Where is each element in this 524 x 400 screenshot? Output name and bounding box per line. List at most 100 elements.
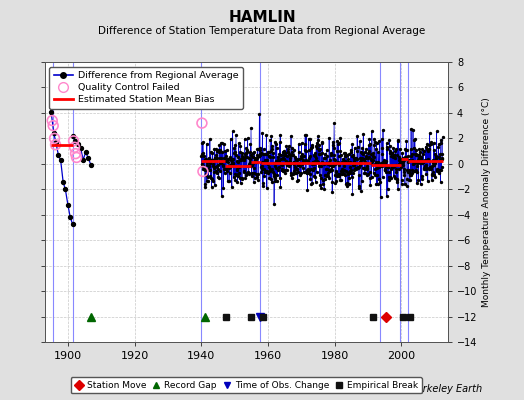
Point xyxy=(216,155,224,161)
Point xyxy=(383,140,391,147)
Point xyxy=(213,147,222,153)
Point xyxy=(413,162,421,169)
Point xyxy=(264,170,272,176)
Point xyxy=(394,137,402,144)
Point xyxy=(259,151,267,157)
Point xyxy=(217,160,225,166)
Point xyxy=(214,162,222,168)
Point xyxy=(425,130,434,136)
Point xyxy=(270,200,278,207)
Point xyxy=(300,169,308,176)
Point xyxy=(429,169,437,176)
Point xyxy=(286,158,294,164)
Point xyxy=(232,132,240,138)
Point xyxy=(251,154,259,161)
Point xyxy=(438,156,446,162)
Point xyxy=(432,157,440,164)
Point xyxy=(226,161,234,168)
Point xyxy=(285,143,293,149)
Point xyxy=(305,167,313,173)
Point xyxy=(228,128,237,134)
Point xyxy=(201,184,209,190)
Point xyxy=(373,172,381,179)
Point xyxy=(361,158,369,165)
Point xyxy=(340,162,348,169)
Point xyxy=(436,157,444,163)
Point xyxy=(354,185,363,192)
Point xyxy=(427,139,435,146)
Point xyxy=(244,169,253,175)
Point xyxy=(204,154,213,161)
Point xyxy=(263,157,271,163)
Point xyxy=(407,153,416,160)
Point xyxy=(392,168,400,175)
Point xyxy=(253,152,261,159)
Point xyxy=(280,151,289,158)
Point xyxy=(372,161,380,167)
Point xyxy=(203,162,211,169)
Point xyxy=(230,160,238,166)
Point xyxy=(211,182,219,188)
Point xyxy=(429,160,437,166)
Point xyxy=(255,153,263,159)
Point xyxy=(294,162,302,168)
Point xyxy=(260,158,268,165)
Point xyxy=(230,150,238,156)
Point xyxy=(225,165,234,171)
Point xyxy=(273,172,281,178)
Point xyxy=(394,138,402,144)
Point xyxy=(364,150,372,156)
Point xyxy=(367,151,375,158)
Point xyxy=(390,152,398,158)
Point xyxy=(346,146,355,153)
Point xyxy=(439,134,447,140)
Point xyxy=(363,165,372,172)
Point xyxy=(201,181,210,188)
Point xyxy=(331,157,340,163)
Point xyxy=(387,153,395,160)
Point xyxy=(397,156,406,162)
Point xyxy=(209,163,217,170)
Point xyxy=(223,178,232,184)
Point xyxy=(401,146,409,153)
Point xyxy=(264,148,272,155)
Point xyxy=(345,160,353,166)
Point xyxy=(319,181,327,188)
Point xyxy=(305,171,314,177)
Point xyxy=(430,162,439,168)
Point xyxy=(355,159,364,166)
Point xyxy=(420,158,428,164)
Point xyxy=(409,145,418,151)
Point xyxy=(422,165,431,171)
Point xyxy=(338,159,346,165)
Point xyxy=(263,185,271,192)
Point xyxy=(261,159,270,165)
Point xyxy=(279,155,287,161)
Point xyxy=(217,140,226,146)
Point xyxy=(249,179,258,185)
Point xyxy=(238,156,247,162)
Point xyxy=(414,152,423,158)
Point xyxy=(431,160,439,166)
Point xyxy=(268,179,276,185)
Point xyxy=(398,176,406,183)
Point xyxy=(394,186,402,192)
Point xyxy=(237,149,246,156)
Point xyxy=(248,153,256,160)
Point xyxy=(298,140,306,146)
Point xyxy=(204,166,212,173)
Point xyxy=(201,166,210,173)
Point xyxy=(224,156,233,162)
Point xyxy=(362,146,370,152)
Point xyxy=(335,172,343,179)
Point xyxy=(204,174,213,180)
Point xyxy=(303,166,312,172)
Point xyxy=(436,140,445,146)
Point xyxy=(384,186,392,192)
Point xyxy=(335,162,344,168)
Point xyxy=(247,151,256,158)
Point xyxy=(333,160,342,166)
Point xyxy=(389,144,398,151)
Point xyxy=(434,167,443,173)
Point xyxy=(198,161,206,168)
